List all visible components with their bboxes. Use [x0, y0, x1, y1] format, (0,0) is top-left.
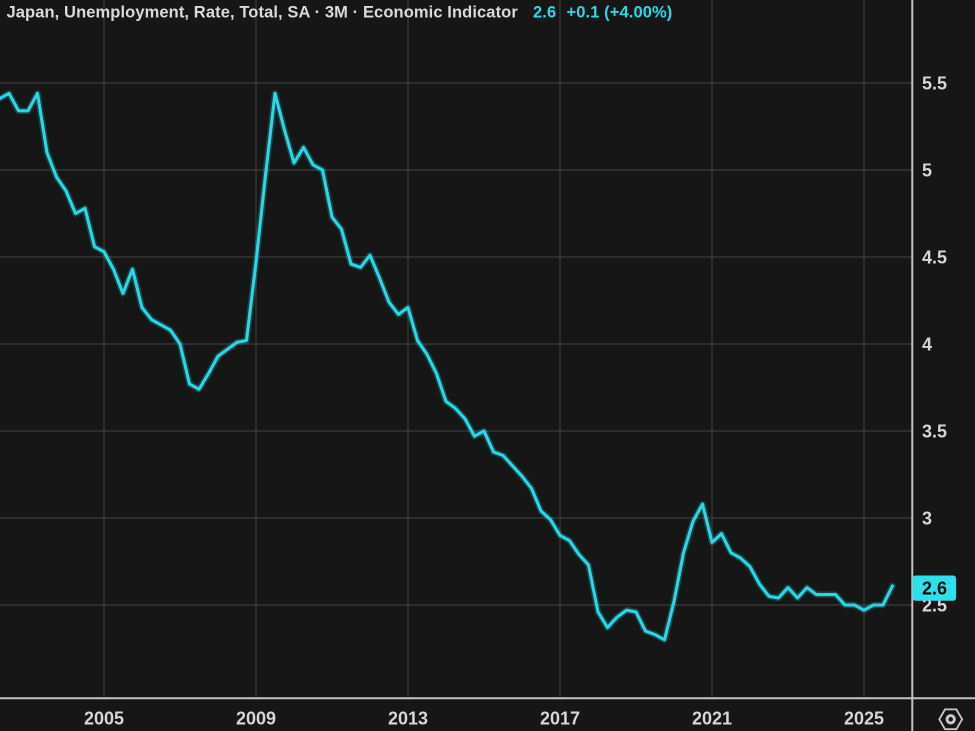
svg-text:2021: 2021	[692, 709, 732, 729]
svg-text:2017: 2017	[540, 709, 580, 729]
svg-text:5: 5	[922, 161, 932, 181]
svg-text:2013: 2013	[388, 709, 428, 729]
svg-text:3.5: 3.5	[922, 422, 947, 442]
svg-text:2005: 2005	[84, 709, 124, 729]
svg-text:4: 4	[922, 335, 932, 355]
svg-text:5.5: 5.5	[922, 74, 947, 94]
svg-text:2025: 2025	[844, 709, 884, 729]
svg-text:Japan, Unemployment, Rate, Tot: Japan, Unemployment, Rate, Total, SA · 3…	[7, 4, 519, 22]
svg-text:4.5: 4.5	[922, 248, 947, 268]
svg-text:3: 3	[922, 509, 932, 529]
svg-text:2.6: 2.6	[533, 4, 556, 22]
svg-text:2.6: 2.6	[922, 579, 947, 599]
svg-text:+0.1 (+4.00%): +0.1 (+4.00%)	[567, 4, 673, 22]
svg-text:2009: 2009	[236, 709, 276, 729]
